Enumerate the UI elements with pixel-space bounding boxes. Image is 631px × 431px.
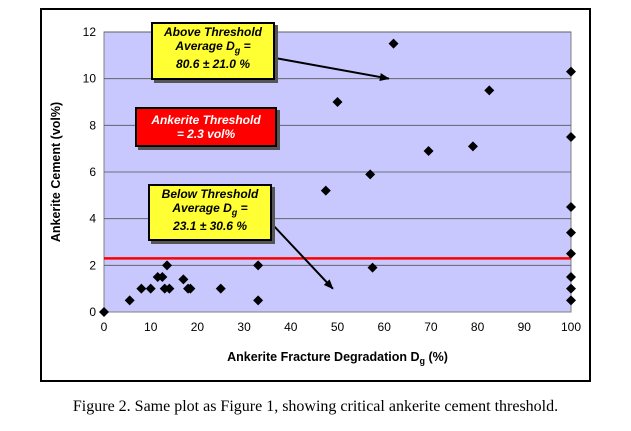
data-point [253, 260, 264, 271]
data-point [157, 272, 168, 282]
annotation-line: 23.1 ± 30.6 % [173, 219, 247, 234]
data-point [162, 260, 173, 271]
data-point [566, 227, 576, 238]
y-tick-label: 12 [83, 25, 97, 39]
data-point [388, 38, 399, 49]
annotation-arrow [271, 223, 334, 290]
y-tick-label: 0 [89, 305, 96, 319]
y-tick-label: 10 [83, 72, 97, 86]
annotation-line: Above Threshold [163, 25, 262, 39]
data-point [215, 283, 226, 294]
data-point [99, 307, 109, 317]
y-axis-title: Ankerite Cement (vol%) [49, 102, 63, 242]
data-point [566, 202, 576, 212]
threshold-annotation: Ankerite Threshold = 2.3 vol% [135, 107, 277, 147]
data-point [467, 141, 478, 152]
data-point [124, 295, 135, 306]
data-point [566, 272, 576, 282]
x-axis-title: Ankerite Fracture Degradation Dg (%) [227, 350, 448, 366]
y-tick-label: 6 [89, 165, 96, 179]
annotation-line: Below Threshold [161, 187, 259, 201]
annotation-arrow [274, 57, 390, 81]
x-tick-label: 0 [101, 320, 108, 334]
x-tick-label: 90 [518, 320, 532, 334]
data-point [566, 248, 576, 259]
data-point [332, 97, 343, 107]
annotation-arrows [271, 57, 390, 290]
data-point [367, 262, 378, 273]
y-tick-label: 2 [89, 258, 96, 272]
scatter-chart: 0 10 20 30 40 50 60 70 80 90 100 0 2 4 6 8 10 12 Ankerite… [49, 25, 582, 366]
y-tick-label: 4 [89, 212, 96, 226]
data-point [566, 295, 576, 306]
annotation-line: 80.6 ± 21.0 % [176, 57, 250, 72]
figure-caption: Figure 2. Same plot as Figure 1, showing… [72, 398, 559, 415]
data-point [320, 185, 331, 196]
annotation-line: Average Dg = [172, 201, 248, 218]
x-tick-label: 40 [284, 320, 298, 334]
data-point [566, 283, 576, 294]
x-tick-label: 20 [191, 320, 205, 334]
annotation-line: Ankerite Threshold [151, 113, 261, 127]
data-point [423, 146, 434, 156]
x-tick-label: 70 [424, 320, 438, 334]
data-point [253, 295, 264, 306]
tick-labels: 0 10 20 30 40 50 60 70 80 90 100 0 2 4 6 8 10 12 [83, 25, 582, 334]
x-tick-label: 50 [331, 320, 345, 334]
below-threshold-annotation: Below Threshold Average Dg = 23.1 ± 30.6… [148, 184, 272, 241]
data-point [178, 274, 189, 285]
above-threshold-annotation: Above Threshold Average Dg = 80.6 ± 21.0… [151, 22, 275, 80]
annotation-line: Average Dg = [175, 39, 251, 56]
x-tick-label: 30 [237, 320, 251, 334]
x-tick-label: 60 [378, 320, 392, 334]
chart-frame: 0 10 20 30 40 50 60 70 80 90 100 0 2 4 6 8 10 12 Ankerite… [40, 8, 591, 382]
data-point [566, 132, 576, 142]
data-point [145, 283, 156, 294]
data-point [185, 283, 196, 294]
x-tick-label: 10 [144, 320, 158, 334]
data-point [566, 66, 576, 77]
data-point [136, 283, 147, 294]
x-tick-label: 80 [471, 320, 485, 334]
data-point [484, 85, 495, 96]
y-tick-label: 8 [89, 118, 96, 132]
x-tick-label: 100 [561, 320, 581, 334]
annotation-line: = 2.3 vol% [176, 127, 236, 141]
data-point [365, 169, 376, 180]
data-points [99, 38, 576, 317]
data-point [164, 283, 175, 294]
